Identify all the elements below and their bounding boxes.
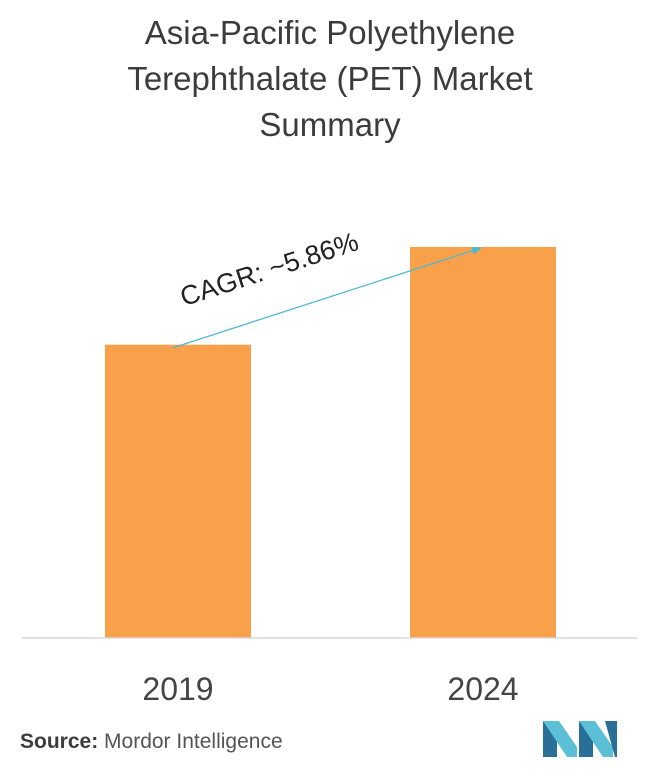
title-line-2: Terephthalate (PET) Market [127,60,533,97]
mordor-logo-icon [543,721,617,757]
title-line-1: Asia-Pacific Polyethylene [144,14,516,51]
bars-group [105,246,556,638]
cagr-arrow [172,246,482,349]
bar-2019 [105,344,251,638]
source-label: Source: [20,730,99,753]
cagr-annotation: CAGR: ~5.86% [176,226,362,312]
source-name: Mordor Intelligence [104,730,283,753]
bar-2024 [410,246,556,638]
chart-title: Asia-Pacific Polyethylene Terephthalate … [0,10,660,148]
labels-group: 2019 2024 [142,671,518,707]
source-footer: Source: Mordor Intelligence [20,730,283,754]
x-tick-label-2019: 2019 [142,671,213,707]
x-tick-label-2024: 2024 [447,671,518,707]
title-line-3: Summary [259,106,401,143]
